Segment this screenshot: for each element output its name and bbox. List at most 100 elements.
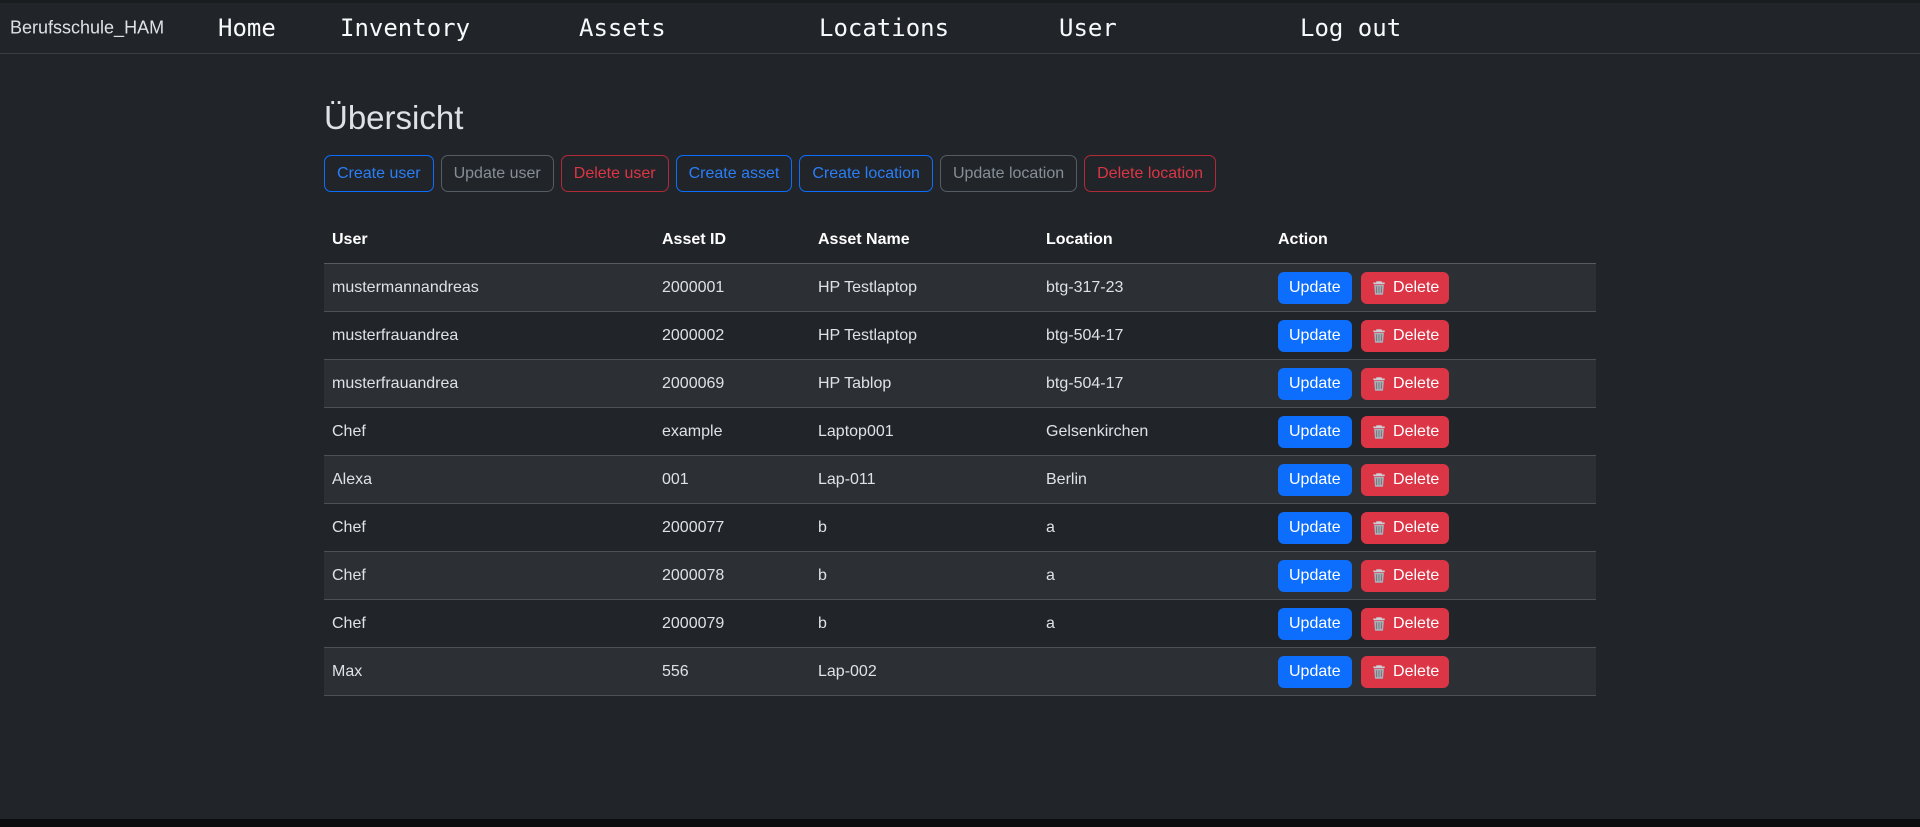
- assets-table-body: mustermannandreas 2000001 HP Testlaptop …: [324, 263, 1596, 697]
- cell-location: btg-504-17: [1038, 359, 1270, 409]
- delete-button[interactable]: Delete: [1361, 367, 1450, 400]
- nav-item-logout[interactable]: Log out: [1300, 14, 1402, 42]
- delete-button-label: Delete: [1393, 326, 1440, 344]
- cell-user: musterfrauandrea: [324, 311, 654, 361]
- cell-asset-id: 2000077: [654, 503, 810, 553]
- cell-asset-id: 2000078: [654, 551, 810, 601]
- table-row: Chef 2000078 b a Update Delete: [324, 551, 1596, 601]
- window-top-edge: [0, 0, 1920, 3]
- delete-button-label: Delete: [1393, 518, 1440, 536]
- cell-asset-name: HP Testlaptop: [810, 311, 1038, 361]
- window-bottom-edge: [0, 819, 1920, 827]
- column-header-asset-name: Asset Name: [810, 215, 1038, 265]
- cell-asset-name: Lap-011: [810, 455, 1038, 505]
- update-button[interactable]: Update: [1278, 463, 1352, 496]
- delete-button[interactable]: Delete: [1361, 463, 1450, 496]
- update-user-button[interactable]: Update user: [440, 154, 554, 192]
- update-location-button[interactable]: Update location: [939, 154, 1078, 192]
- update-button[interactable]: Update: [1278, 415, 1352, 448]
- cell-asset-name: HP Tablop: [810, 359, 1038, 409]
- table-row: Chef 2000079 b a Update Delete: [324, 599, 1596, 649]
- trash-icon: [1371, 664, 1387, 680]
- update-button[interactable]: Update: [1278, 559, 1352, 592]
- trash-icon: [1371, 280, 1387, 296]
- update-button[interactable]: Update: [1278, 511, 1352, 544]
- table-row: musterfrauandrea 2000002 HP Testlaptop b…: [324, 311, 1596, 361]
- update-button[interactable]: Update: [1278, 319, 1352, 352]
- create-asset-button[interactable]: Create asset: [675, 154, 793, 192]
- table-row: Max 556 Lap-002 Update Delete: [324, 647, 1596, 697]
- delete-button[interactable]: Delete: [1361, 319, 1450, 352]
- cell-asset-id: 556: [654, 647, 810, 697]
- cell-asset-id: 2000001: [654, 263, 810, 313]
- delete-button-label: Delete: [1393, 374, 1440, 392]
- cell-action: Update Delete: [1270, 455, 1596, 505]
- trash-icon: [1371, 328, 1387, 344]
- delete-user-button[interactable]: Delete user: [560, 154, 669, 192]
- assets-table-header: User Asset ID Asset Name Location Action: [324, 215, 1596, 265]
- cell-user: mustermannandreas: [324, 263, 654, 313]
- cell-location: btg-317-23: [1038, 263, 1270, 313]
- navbar: Berufsschule_HAM Home Inventory Assets L…: [0, 3, 1920, 54]
- cell-location: a: [1038, 599, 1270, 649]
- delete-button-label: Delete: [1393, 614, 1440, 632]
- cell-user: Chef: [324, 599, 654, 649]
- trash-icon: [1371, 472, 1387, 488]
- cell-location: a: [1038, 551, 1270, 601]
- delete-button-label: Delete: [1393, 566, 1440, 584]
- cell-location: Berlin: [1038, 455, 1270, 505]
- update-button[interactable]: Update: [1278, 607, 1352, 640]
- cell-action: Update Delete: [1270, 647, 1596, 697]
- cell-asset-id: 001: [654, 455, 810, 505]
- delete-button[interactable]: Delete: [1361, 415, 1450, 448]
- update-button[interactable]: Update: [1278, 367, 1352, 400]
- assets-table: User Asset ID Asset Name Location Action…: [324, 215, 1596, 697]
- cell-asset-id: 2000002: [654, 311, 810, 361]
- cell-asset-name: Laptop001: [810, 407, 1038, 457]
- delete-button[interactable]: Delete: [1361, 655, 1450, 688]
- delete-location-button[interactable]: Delete location: [1084, 154, 1216, 192]
- trash-icon: [1371, 616, 1387, 632]
- nav-item-user[interactable]: User: [1059, 14, 1117, 42]
- trash-icon: [1371, 520, 1387, 536]
- cell-user: Max: [324, 647, 654, 697]
- cell-asset-id: example: [654, 407, 810, 457]
- update-button[interactable]: Update: [1278, 271, 1352, 304]
- cell-action: Update Delete: [1270, 263, 1596, 313]
- nav-item-locations[interactable]: Locations: [819, 14, 950, 42]
- trash-icon: [1371, 376, 1387, 392]
- table-row: mustermannandreas 2000001 HP Testlaptop …: [324, 263, 1596, 313]
- nav-item-inventory[interactable]: Inventory: [340, 14, 471, 42]
- main-content: Übersicht Create user Update user Delete…: [324, 98, 1596, 697]
- create-location-button[interactable]: Create location: [799, 154, 933, 192]
- navbar-brand[interactable]: Berufsschule_HAM: [10, 17, 165, 38]
- nav-item-assets[interactable]: Assets: [579, 14, 666, 42]
- delete-button[interactable]: Delete: [1361, 559, 1450, 592]
- nav-item-home[interactable]: Home: [218, 14, 276, 42]
- delete-button[interactable]: Delete: [1361, 607, 1450, 640]
- cell-asset-name: HP Testlaptop: [810, 263, 1038, 313]
- cell-user: Chef: [324, 503, 654, 553]
- cell-action: Update Delete: [1270, 311, 1596, 361]
- delete-button-label: Delete: [1393, 278, 1440, 296]
- cell-location: Gelsenkirchen: [1038, 407, 1270, 457]
- cell-action: Update Delete: [1270, 503, 1596, 553]
- cell-action: Update Delete: [1270, 551, 1596, 601]
- delete-button-label: Delete: [1393, 662, 1440, 680]
- column-header-user: User: [324, 215, 654, 265]
- cell-asset-id: 2000079: [654, 599, 810, 649]
- table-row: musterfrauandrea 2000069 HP Tablop btg-5…: [324, 359, 1596, 409]
- table-row: Chef 2000077 b a Update Delete: [324, 503, 1596, 553]
- trash-icon: [1371, 568, 1387, 584]
- cell-asset-name: b: [810, 503, 1038, 553]
- column-header-asset-id: Asset ID: [654, 215, 810, 265]
- table-row: Chef example Laptop001 Gelsenkirchen Upd…: [324, 407, 1596, 457]
- cell-asset-name: b: [810, 551, 1038, 601]
- create-user-button[interactable]: Create user: [324, 154, 434, 192]
- update-button[interactable]: Update: [1278, 655, 1352, 688]
- column-header-action: Action: [1270, 215, 1596, 265]
- delete-button[interactable]: Delete: [1361, 511, 1450, 544]
- cell-action: Update Delete: [1270, 359, 1596, 409]
- delete-button[interactable]: Delete: [1361, 271, 1450, 304]
- column-header-location: Location: [1038, 215, 1270, 265]
